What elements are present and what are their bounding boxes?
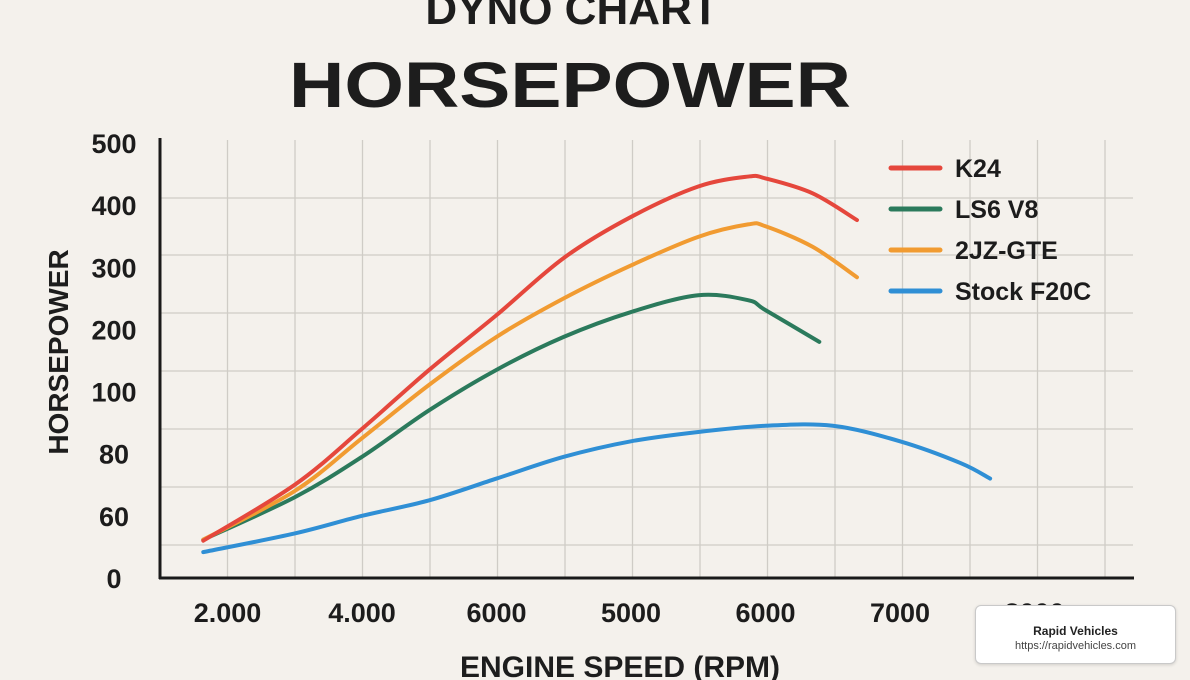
chart-supertitle: DYNO CHART bbox=[425, 0, 718, 34]
series-lines bbox=[201, 173, 993, 555]
x-tick-label: 5000 bbox=[601, 598, 661, 628]
y-axis-label: HORSEPOWER bbox=[43, 249, 74, 454]
x-tick-label: 2.000 bbox=[194, 598, 262, 628]
x-tick-label: 6000 bbox=[466, 598, 526, 628]
y-tick-label: 80 bbox=[99, 440, 129, 470]
y-tick-label: 400 bbox=[91, 191, 136, 221]
chart-title: HORSEPOWER bbox=[289, 49, 851, 121]
watermark-box: Rapid Vehicles https://rapidvehicles.com bbox=[975, 605, 1176, 664]
watermark-url: https://rapidvehicles.com bbox=[1014, 640, 1137, 652]
y-tick-labels: 0 60 80 100 200 300 400 500 bbox=[91, 129, 136, 594]
y-tick-label: 60 bbox=[99, 502, 129, 532]
legend-label: Stock F20C bbox=[955, 278, 1091, 306]
y-tick-label: 100 bbox=[91, 378, 136, 408]
series-line-ls6-v8 bbox=[201, 292, 822, 542]
legend-label: K24 bbox=[955, 155, 1001, 183]
x-tick-label: 6000 bbox=[735, 598, 795, 628]
y-tick-label: 300 bbox=[91, 253, 136, 283]
y-tick-label: 0 bbox=[106, 564, 121, 594]
watermark-name: Rapid Vehicles bbox=[1033, 624, 1118, 638]
y-tick-label: 200 bbox=[91, 315, 136, 345]
series-line-k24 bbox=[201, 173, 859, 543]
series-line-2jz-gte bbox=[201, 221, 859, 542]
y-tick-label: 500 bbox=[91, 129, 136, 159]
legend-label: 2JZ-GTE bbox=[955, 237, 1058, 265]
legend: K24 LS6 V8 2JZ-GTE Stock F20C bbox=[888, 155, 1091, 306]
x-tick-label: 7000 bbox=[870, 598, 930, 628]
grid bbox=[160, 140, 1133, 578]
x-tick-label: 4.000 bbox=[328, 598, 396, 628]
legend-label: LS6 V8 bbox=[955, 196, 1038, 224]
x-axis-label: ENGINE SPEED (RPM) bbox=[460, 651, 780, 680]
series-line-stock-f20c bbox=[201, 422, 993, 555]
